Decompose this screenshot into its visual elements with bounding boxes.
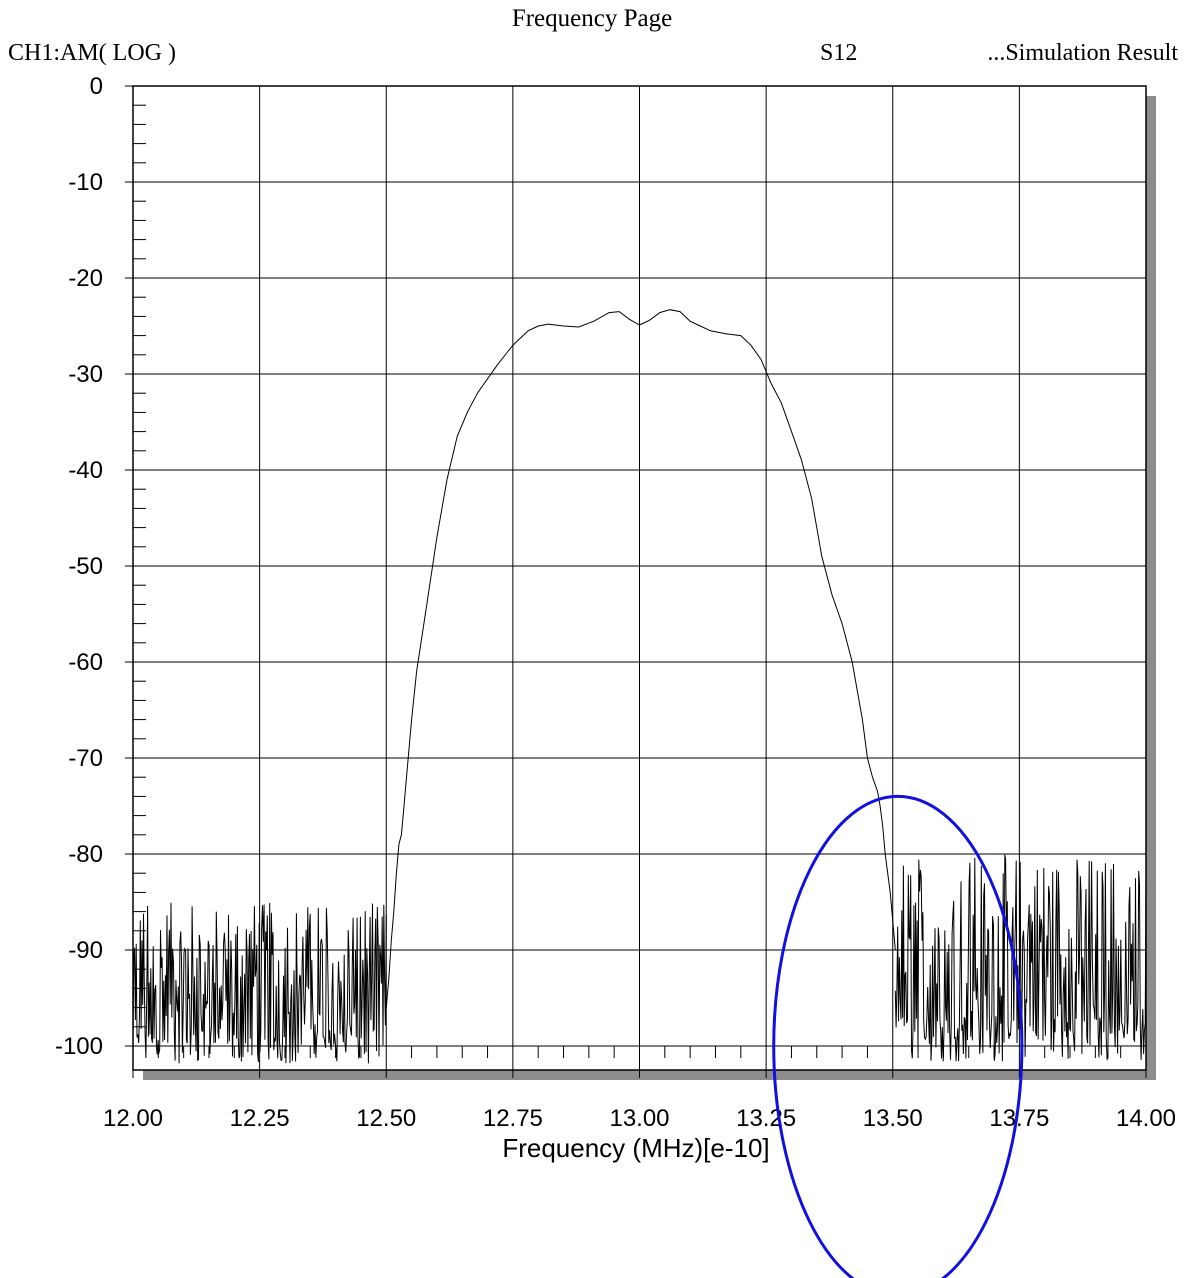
y-tick-label: -100	[55, 1033, 103, 1060]
y-tick-label: -20	[68, 265, 103, 292]
noise-segment	[133, 902, 387, 1064]
x-axis: 12.00 12.25 12.50 12.75 13.00 13.25 13.50 13.75…	[103, 1046, 1176, 1132]
y-tick-label: -10	[68, 169, 103, 196]
y-axis: 0 -10 -20 -30 -40 -50 -60 -70 -80 -90 -100	[55, 73, 146, 1060]
noise-floor	[133, 854, 1146, 1064]
noise-segment	[894, 854, 1146, 1062]
highlight-ellipse	[772, 794, 1024, 1278]
x-tick-label: 13.00	[609, 1105, 669, 1132]
grid-lines	[132, 85, 1147, 1070]
channel-label: CH1:AM( LOG )	[8, 40, 176, 66]
x-tick-label: 13.50	[863, 1105, 923, 1132]
y-tick-label: -90	[68, 937, 103, 964]
x-tick-label: 12.25	[230, 1105, 290, 1132]
x-tick-label: 14.00	[1116, 1105, 1176, 1132]
x-tick-label: 12.50	[356, 1105, 416, 1132]
y-tick-label: -40	[68, 457, 103, 484]
x-tick-label: 12.00	[103, 1105, 163, 1132]
y-tick-label: 0	[90, 73, 103, 100]
y-tick-label: -30	[68, 361, 103, 388]
y-tick-label: -70	[68, 745, 103, 772]
y-tick-label: -60	[68, 649, 103, 676]
page-title: Frequency Page	[512, 5, 672, 32]
parameter-label: S12	[820, 40, 857, 66]
series-line	[385, 309, 896, 1008]
source-label: ...Simulation Result	[987, 40, 1178, 66]
y-tick-label: -50	[68, 553, 103, 580]
x-tick-label: 13.25	[736, 1105, 796, 1132]
x-tick-label: 13.75	[989, 1105, 1049, 1132]
y-tick-label: -80	[68, 841, 103, 868]
x-axis-label: Frequency (MHz)[e-10]	[502, 1133, 769, 1163]
x-tick-label: 12.75	[483, 1105, 543, 1132]
